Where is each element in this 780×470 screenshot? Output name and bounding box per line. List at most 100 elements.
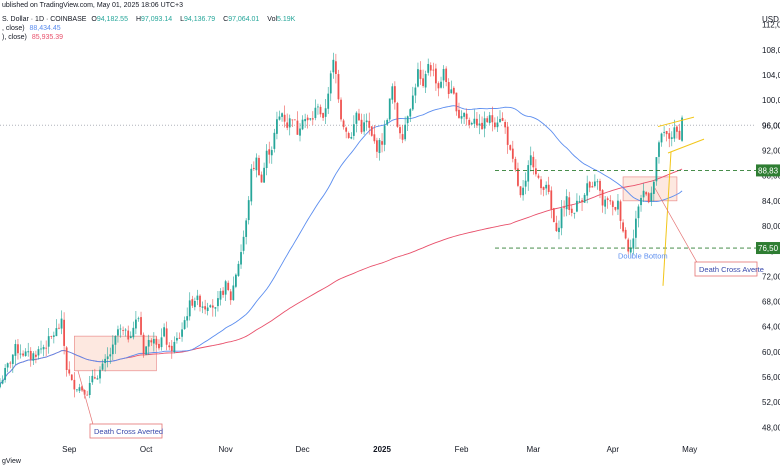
- candle-body: [429, 65, 432, 71]
- candle-body: [147, 340, 150, 347]
- candle-body: [458, 109, 460, 118]
- candle-body: [0, 383, 1, 388]
- symbol-text[interactable]: S. Dollar · 1D · COINBASE: [2, 16, 87, 23]
- candle-body: [629, 247, 632, 253]
- y-tick-label: 112,000: [762, 21, 780, 30]
- candle-body: [545, 184, 548, 189]
- candle-body: [388, 98, 391, 120]
- candle-body: [465, 113, 468, 120]
- candle-body: [127, 330, 130, 340]
- candle-body: [358, 113, 360, 121]
- x-tick-label: Sep: [62, 445, 77, 454]
- candle-body: [627, 239, 630, 252]
- candle-body: [404, 124, 407, 140]
- candle-body: [22, 353, 24, 356]
- candle-body: [145, 346, 148, 355]
- y-tick-label: 100,000: [762, 96, 780, 105]
- candle-body: [583, 194, 586, 203]
- candle-body: [599, 180, 601, 191]
- candle-body: [104, 358, 107, 364]
- candle-body: [347, 133, 350, 138]
- candle-body: [650, 192, 653, 202]
- candle-body: [152, 338, 155, 344]
- candle-body: [265, 150, 268, 169]
- candle-body: [209, 305, 212, 308]
- candle-body: [673, 127, 676, 139]
- candle-body: [255, 157, 258, 171]
- ohlc-o: O94,182.55: [91, 16, 128, 23]
- candle-body: [522, 187, 524, 196]
- candle-body: [617, 200, 619, 210]
- candle-body: [235, 274, 237, 287]
- candle-body: [652, 181, 655, 194]
- candle-body: [614, 206, 617, 210]
- price-level-label: 76,50: [758, 244, 779, 253]
- candle-body: [99, 369, 101, 379]
- ma-slow-label[interactable]: ), close): [2, 34, 27, 41]
- candle-body: [240, 252, 242, 265]
- candle-body: [173, 341, 176, 353]
- candle-body: [65, 347, 68, 370]
- candle-body: [117, 329, 119, 336]
- candle-body: [247, 200, 250, 221]
- candle-body: [27, 351, 30, 353]
- candle-body: [245, 220, 248, 237]
- annotation-box-2: [622, 176, 678, 202]
- candle-body: [93, 377, 96, 379]
- candle-body: [663, 131, 665, 133]
- candle-body: [176, 337, 178, 341]
- candle-body: [560, 208, 563, 229]
- candle-body: [660, 133, 663, 143]
- candle-body: [376, 140, 378, 152]
- candle-body: [140, 317, 142, 335]
- candle-body: [540, 179, 542, 189]
- candle-body: [411, 95, 414, 110]
- double-bottom-label: Double Bottom: [618, 252, 668, 261]
- candle-body: [242, 236, 245, 251]
- candle-body: [352, 124, 355, 136]
- ma-fast-row: , close) 88,434.45: [2, 25, 64, 32]
- candle-body: [619, 201, 622, 221]
- candle-body: [327, 93, 330, 109]
- candle-body: [224, 281, 227, 295]
- candle-body: [14, 344, 17, 356]
- candle-body: [37, 349, 40, 356]
- candle-body: [332, 59, 335, 73]
- candle-body: [455, 92, 458, 112]
- candle-body: [304, 119, 307, 122]
- candle-body: [129, 336, 132, 339]
- tradingview-brand[interactable]: gView: [2, 458, 21, 465]
- candle-body: [81, 386, 83, 391]
- candle-body: [170, 345, 173, 352]
- candle-body: [493, 122, 496, 128]
- candle-body: [373, 134, 376, 142]
- candle-body: [473, 118, 476, 124]
- candle-body: [491, 115, 494, 123]
- candle-body: [368, 120, 371, 128]
- candle-body: [229, 291, 232, 301]
- candle-body: [193, 300, 196, 308]
- x-tick-label: Nov: [219, 445, 233, 454]
- candle-body: [311, 118, 314, 120]
- candle-body: [237, 263, 240, 276]
- candle-body: [519, 186, 522, 196]
- candle-body: [165, 328, 168, 345]
- candle-body: [329, 73, 332, 94]
- candle-body: [409, 109, 412, 117]
- candle-body: [391, 86, 394, 100]
- y-tick-label: 80,000: [762, 222, 780, 231]
- ma-fast-label[interactable]: , close): [2, 25, 25, 32]
- candle-body: [63, 319, 65, 346]
- ma-slow-value: 85,935.39: [31, 34, 64, 41]
- candle-body: [452, 87, 455, 94]
- candle-body: [635, 218, 637, 238]
- current-price-label: 96,00: [762, 121, 780, 130]
- candle-body: [393, 86, 396, 103]
- candle-body: [570, 208, 573, 213]
- candle-body: [273, 132, 276, 149]
- y-tick-label: 84,000: [762, 197, 780, 206]
- candle-body: [160, 337, 163, 348]
- candle-body: [535, 168, 537, 175]
- candle-body: [668, 133, 671, 139]
